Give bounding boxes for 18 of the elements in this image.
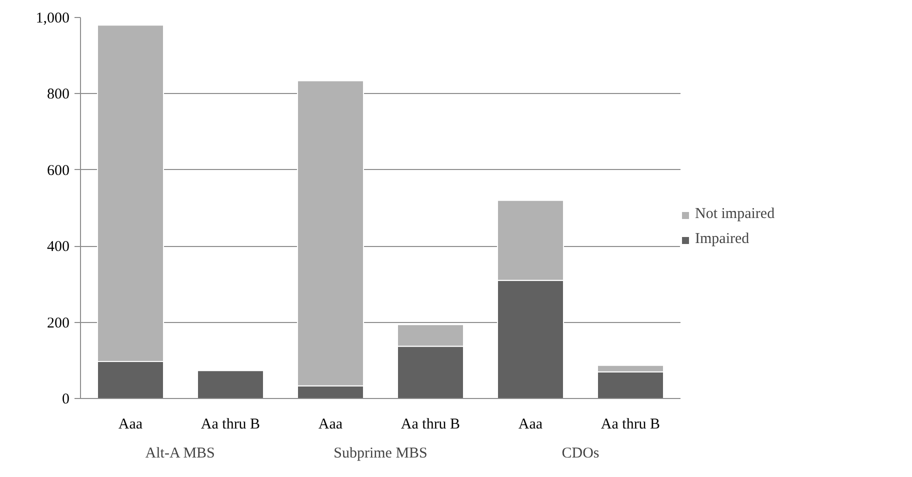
y-tick-label: 1,000 [36,10,70,26]
bar [197,370,264,398]
text: Subprime MBS [334,446,428,462]
text: Alt-A MBS [145,446,215,462]
legend-label: Not impaired [695,206,775,223]
y-tick-label: 800 [47,86,70,103]
x-tick-label: Aaa [318,416,343,432]
text: CDOs [562,446,600,462]
y-tick-label: 400 [47,239,70,256]
legend-label: Impaired [695,231,750,248]
y-tick-label: 200 [47,315,70,332]
y-tick-label: 600 [47,162,70,179]
y-tick-label: 0 [62,392,70,408]
x-tick-label: Aaa [118,416,143,432]
x-tick-label: Aa thru B [600,416,660,432]
x-tick-label: Aa thru B [200,416,260,432]
x-tick-label: Aaa [518,416,543,432]
x-tick-label: Aa thru B [400,416,460,432]
